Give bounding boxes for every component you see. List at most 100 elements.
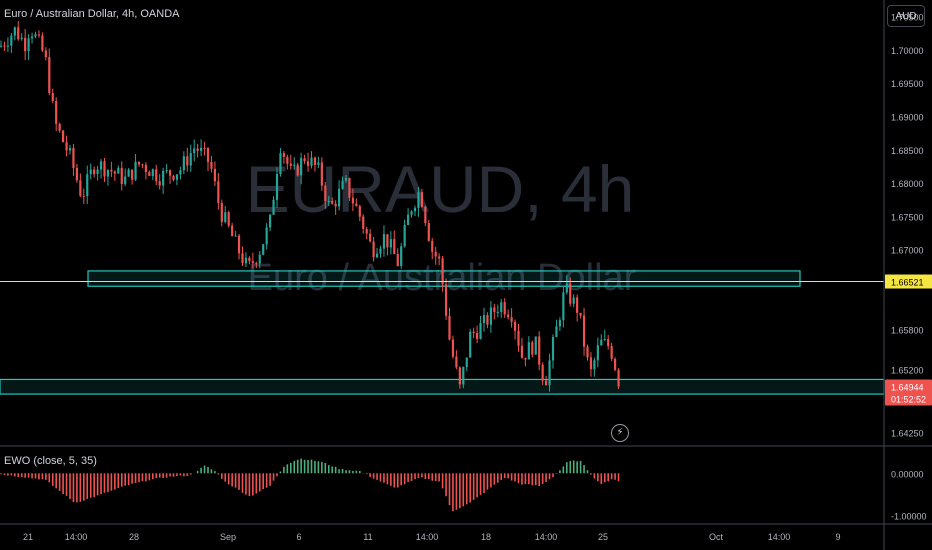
indicator-title[interactable]: EWO (close, 5, 35) xyxy=(4,455,97,467)
candle-body xyxy=(455,356,458,368)
candle-body xyxy=(600,339,603,346)
candle-body xyxy=(548,360,551,386)
candle-body xyxy=(120,167,123,185)
price-tags: 1.66521 1.64944 01:52:52 xyxy=(885,274,932,406)
candle-body xyxy=(555,326,558,338)
candle-body xyxy=(496,311,499,313)
candle-body xyxy=(593,360,596,370)
candle-body xyxy=(434,251,437,257)
ewo-tick-label: -1.00000 xyxy=(891,512,927,522)
candle-body xyxy=(344,178,348,181)
candle-body xyxy=(41,35,44,51)
candle-body xyxy=(6,45,9,47)
candle-body xyxy=(382,234,386,249)
candle-body xyxy=(110,169,113,172)
lightning-icon[interactable]: ⚡ xyxy=(611,424,629,442)
symbol-title[interactable]: Euro / Australian Dollar, 4h, OANDA xyxy=(4,8,180,20)
candle-body xyxy=(30,36,34,39)
time-axis[interactable]: 21 14:00 28 Sep 6 11 14:00 18 14:00 25 Oct 14:00 9 xyxy=(23,532,841,542)
currency-button[interactable]: AUD xyxy=(887,5,925,27)
candle-body xyxy=(324,185,327,202)
price-tick-label: 1.70000 xyxy=(891,46,924,56)
candle-body xyxy=(262,244,265,255)
candle-body xyxy=(507,314,510,318)
candle-body xyxy=(510,317,513,322)
candle-body xyxy=(68,147,72,151)
candle-body xyxy=(200,147,203,151)
candle-body xyxy=(272,199,275,215)
candle-body xyxy=(300,158,303,176)
candle-body xyxy=(141,164,144,166)
candle-body xyxy=(131,169,134,180)
candle-body xyxy=(513,321,517,331)
candle-body xyxy=(289,163,292,166)
zone-rect[interactable] xyxy=(87,270,801,287)
candle-body xyxy=(407,214,410,226)
candle-body xyxy=(358,206,361,217)
candle-body xyxy=(396,254,399,266)
candle-body xyxy=(79,180,82,196)
candle-body xyxy=(286,156,289,164)
candle-body xyxy=(303,158,306,162)
candle-body xyxy=(403,225,406,247)
candle-body xyxy=(586,346,589,358)
zone-rect[interactable] xyxy=(0,378,885,395)
candle-body xyxy=(124,176,127,185)
price-tick-label: 1.67500 xyxy=(891,212,924,222)
candle-body xyxy=(189,153,192,166)
candle-body xyxy=(134,161,137,180)
candle-body xyxy=(155,169,158,182)
time-tick-label: 14:00 xyxy=(535,532,558,542)
candle-body xyxy=(420,192,423,207)
candle-body xyxy=(572,297,575,304)
countdown-label: 01:52:52 xyxy=(891,394,926,404)
candle-body xyxy=(503,302,506,315)
candle-body xyxy=(58,123,61,131)
candle-body xyxy=(237,235,241,254)
candle-body xyxy=(148,172,151,177)
candle-body xyxy=(93,169,96,175)
candle-body xyxy=(614,358,617,370)
candle-body xyxy=(37,34,41,36)
candle-body xyxy=(538,336,541,365)
price-tick-label: 1.69500 xyxy=(891,79,924,89)
candle-body xyxy=(596,345,599,361)
candle-body xyxy=(251,261,254,264)
candle-body xyxy=(127,169,130,177)
candle-body xyxy=(224,212,227,223)
candle-body xyxy=(265,227,268,245)
candle-body xyxy=(386,234,389,248)
candle-body xyxy=(444,284,448,316)
time-tick-label: Oct xyxy=(709,532,724,542)
time-tick-label: Sep xyxy=(220,532,236,542)
candle-body xyxy=(576,297,579,313)
candle-body xyxy=(0,45,3,47)
candle-body xyxy=(162,170,165,186)
candle-body xyxy=(210,161,213,169)
candle-body xyxy=(306,161,310,166)
candle-body xyxy=(355,203,358,207)
hline-price-label: 1.66521 xyxy=(891,278,924,288)
candle-body xyxy=(534,336,537,355)
candle-body xyxy=(179,170,182,175)
price-axis[interactable]: 1.70500 1.70000 1.69500 1.69000 1.68500 1.680… xyxy=(891,13,924,439)
zones-layer xyxy=(0,270,885,395)
candle-body xyxy=(531,342,534,355)
candle-body xyxy=(255,263,258,265)
candle-body xyxy=(582,315,586,347)
candle-body xyxy=(500,302,503,312)
candle-body xyxy=(165,170,168,172)
time-tick-label: 9 xyxy=(835,532,840,542)
candle-body xyxy=(227,212,230,226)
candle-body xyxy=(451,339,455,357)
candle-body xyxy=(44,50,47,58)
candle-body xyxy=(248,257,251,262)
price-tick-label: 1.64250 xyxy=(891,429,924,439)
candle-body xyxy=(196,148,199,151)
candle-body xyxy=(275,174,279,200)
candle-body xyxy=(27,38,30,52)
candle-body xyxy=(517,330,520,346)
price-tick-label: 1.70500 xyxy=(891,13,924,23)
candle-body xyxy=(258,254,261,264)
